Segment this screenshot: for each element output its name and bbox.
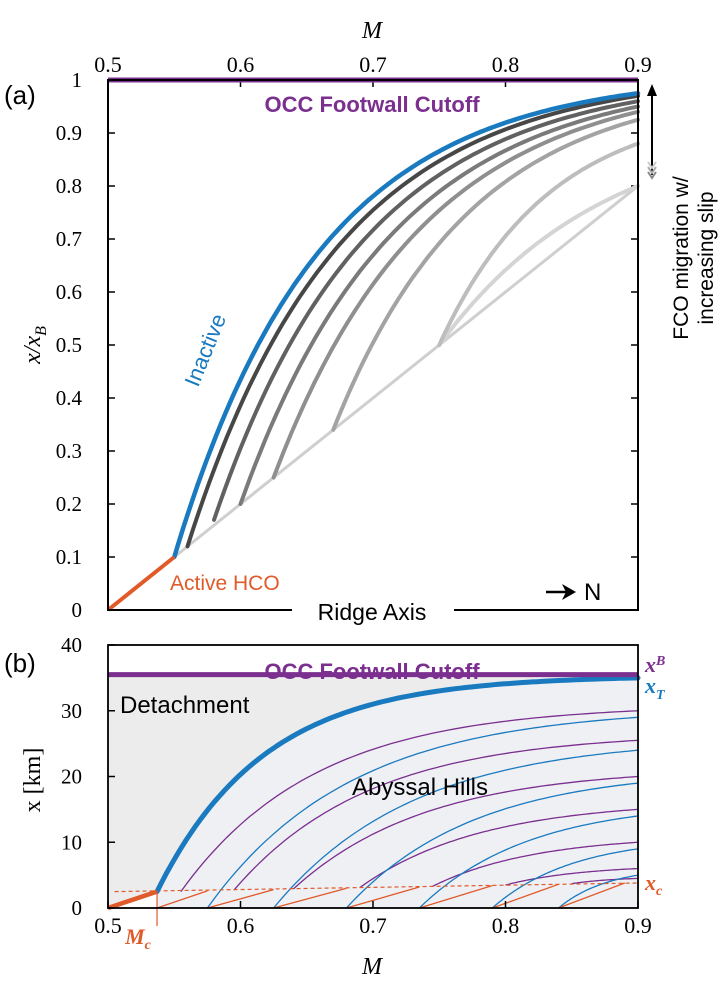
migration-curve-2 (437, 141, 640, 347)
a-ytick-label: 0.5 (56, 333, 82, 357)
ridge-diagonal-line (173, 184, 639, 559)
active-segment-b (107, 889, 158, 911)
hill-purple-curve-1 (180, 710, 639, 892)
a-ytick-label: 0.9 (56, 121, 82, 145)
a-ytick-label: 0.4 (56, 386, 83, 410)
hill-purple-curve-5 (432, 841, 639, 887)
active-hco-line (106, 555, 176, 612)
annotation-active-hco: Active HCO (170, 572, 280, 595)
abyssal-hills-region (157, 677, 638, 908)
hill-orange-segment-2 (207, 888, 274, 909)
annotation-xb: xB (644, 652, 665, 677)
a-xtick-label: 0.8 (492, 52, 520, 77)
hill-orange-segment-6 (492, 883, 559, 909)
panel-a: (a) 0.5 0.6 0.7 0.8 0.9 M 00.10.20.30.40.50.… (4, 18, 718, 625)
annotation-footwall-a: OCC Footwall Cutoff (264, 92, 480, 117)
a-xtick-label: 0.9 (624, 52, 652, 77)
migration-curve-7 (185, 93, 640, 549)
detachment-region (108, 674, 638, 908)
annotation-inactive: Inactive (179, 310, 231, 390)
hill-blue-curve-2 (273, 749, 639, 909)
annotation-north: N (584, 579, 601, 606)
b-xtick-label: 0.9 (624, 913, 652, 938)
panel-b-ylabel: x [km] (20, 748, 46, 813)
annotation-abyssal-hills: Abyssal Hills (352, 774, 488, 801)
a-ytick-label: 0.7 (56, 227, 82, 251)
a-xtick-label: 0.7 (359, 52, 387, 77)
panel-a-ylabel-main: x/x (20, 336, 46, 365)
fco-arrow-icon (647, 84, 657, 180)
inactive-curve (172, 91, 641, 560)
migration-curve-5 (238, 104, 640, 506)
b-ytick-label: 20 (61, 765, 82, 789)
hill-blue-curve-4 (418, 815, 639, 909)
a-ytick-label: 0.8 (56, 174, 82, 198)
north-arrow-icon (546, 584, 576, 600)
b-xtick-label: 0.7 (359, 913, 387, 938)
a-xtick-label: 0.6 (227, 52, 255, 77)
b-ytick-label: 10 (61, 830, 82, 854)
a-ytick-label: 0.6 (56, 280, 82, 304)
hill-orange-segment-4 (346, 886, 420, 909)
b-xtick-label: 0.8 (492, 913, 520, 938)
panel-a-ylabel-sub: B (33, 326, 50, 336)
a-ytick-label: 0.1 (56, 545, 82, 569)
migration-curve-4 (271, 109, 640, 480)
fco-label-line2: increasing slip (695, 191, 718, 324)
hill-purple-curve-4 (359, 808, 639, 889)
annotation-xt: xT (644, 673, 666, 703)
b-xtick-label: 0.6 (227, 913, 255, 938)
ridge-label-bg (292, 598, 454, 624)
xc-dashed-line (114, 882, 639, 893)
b-xtick-label: 0.5 (94, 913, 122, 938)
annotation-mc: Mc (124, 924, 152, 953)
hill-blue-curve-6 (558, 874, 639, 909)
hill-orange-segment-7 (558, 882, 626, 909)
panel-b: (b) 0 10 20 30 40 0.5 0.6 0.7 0.8 0.9 x [km] M O… (4, 633, 666, 980)
hill-blue-curve-5 (491, 848, 639, 909)
hill-orange-segment-5 (419, 884, 493, 909)
panel-b-xlabel: M (361, 954, 384, 980)
panel-a-x-ticks: 0.5 0.6 0.7 0.8 0.9 (94, 52, 652, 87)
a-xtick-label: 0.5 (94, 52, 122, 77)
hill-purple-curve-7 (571, 877, 638, 885)
hill-blue-curve-3 (346, 782, 639, 909)
hill-purple-curve-3 (293, 775, 639, 890)
annotation-xc: xc (644, 870, 663, 899)
a-ytick-label: 0 (72, 598, 83, 622)
hill-purple-curve-6 (505, 867, 639, 886)
detachment-curve (154, 675, 641, 895)
a-ytick-label: 0.3 (56, 439, 82, 463)
annotation-detachment: Detachment (120, 692, 250, 719)
panel-b-y-ticks: 0 10 20 30 40 (61, 633, 115, 920)
hill-blue-curve-1 (206, 716, 639, 909)
hill-purple-curve-2 (233, 739, 639, 891)
a-ytick-label: 0.2 (56, 492, 82, 516)
b-ytick-label: 40 (61, 633, 82, 657)
migration-curve-6 (212, 99, 640, 522)
a-ytick-label: 1 (72, 68, 83, 92)
panel-b-x-ticks: 0.5 0.6 0.7 0.8 0.9 (94, 901, 652, 938)
hill-orange-segment-1 (156, 890, 208, 909)
panel-a-label: (a) (4, 80, 36, 110)
panel-b-label: (b) (4, 648, 36, 678)
panel-a-ylabel: x/xB (20, 326, 50, 365)
b-ytick-label: 30 (61, 699, 82, 723)
annotation-footwall-b: OCC Footwall Cutoff (264, 659, 480, 684)
migration-curve-1 (437, 184, 640, 347)
panel-a-y-ticks: 0 0.1 0.2 0.3 0.4 0.5 0.6 0.7 0.8 0.9 1 (56, 68, 638, 622)
panel-a-xlabel: M (361, 18, 384, 44)
migration-curve-3 (331, 117, 640, 432)
annotation-ridge-axis: Ridge Axis (318, 599, 427, 625)
hill-orange-segment-3 (273, 887, 347, 909)
fco-label-line1: FCO migration w/ (670, 176, 693, 340)
b-ytick-label: 0 (72, 896, 83, 920)
